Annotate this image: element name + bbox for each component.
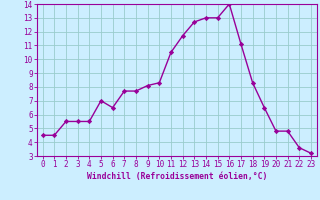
X-axis label: Windchill (Refroidissement éolien,°C): Windchill (Refroidissement éolien,°C) [87,172,267,181]
